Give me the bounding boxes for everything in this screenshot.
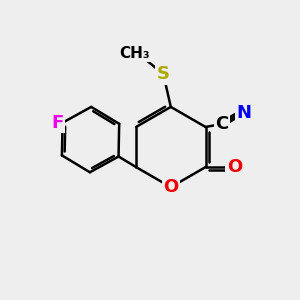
Text: S: S: [157, 65, 170, 83]
Text: C: C: [215, 115, 229, 133]
Text: O: O: [227, 158, 242, 176]
Text: CH₃: CH₃: [119, 46, 150, 61]
Text: F: F: [51, 114, 63, 132]
Text: N: N: [236, 104, 251, 122]
Text: O: O: [163, 178, 178, 196]
